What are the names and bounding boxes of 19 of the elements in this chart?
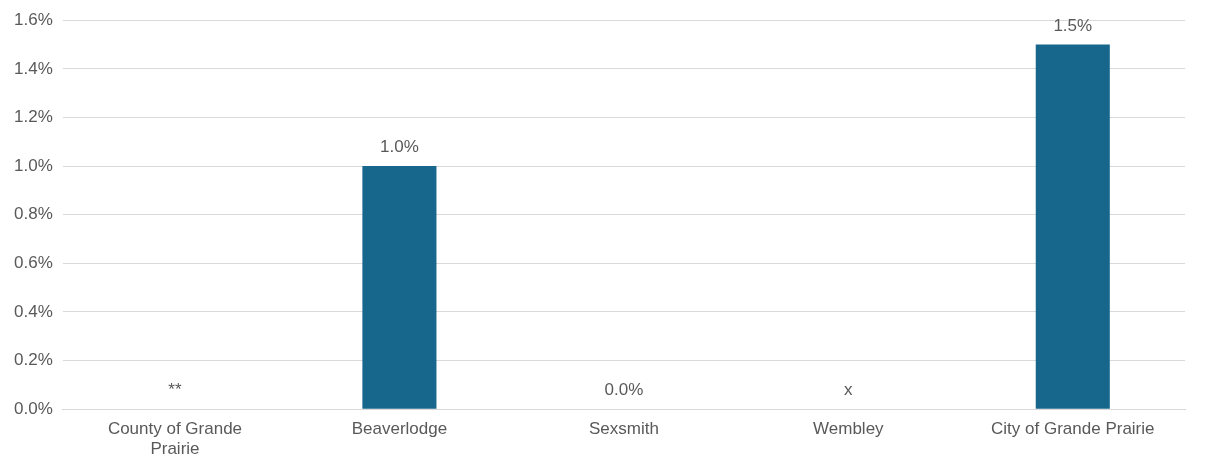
- x-tick-label: County of Grande Prairie: [107, 419, 243, 459]
- data-label: 1.0%: [380, 137, 419, 157]
- y-tick-label: 0.2%: [14, 350, 53, 370]
- text: x: [844, 380, 853, 400]
- y-tick-label: 1.6%: [14, 9, 53, 29]
- x-tick-label: City of Grande Prairie: [991, 419, 1155, 439]
- y-tick-label: 0.4%: [14, 301, 53, 321]
- y-tick-label: 1.4%: [14, 58, 53, 78]
- x-tick-label: Beaverlodge: [351, 419, 448, 439]
- y-tick-label: 1.0%: [14, 155, 53, 175]
- x-tick-label: Sexsmith: [588, 419, 659, 439]
- y-tick-label: 0.0%: [14, 398, 53, 418]
- y-tick-label: 0.6%: [14, 253, 53, 273]
- data-label: 0.0%: [604, 380, 644, 400]
- text: **: [168, 380, 182, 400]
- y-tick-label: 0.8%: [14, 204, 53, 224]
- y-tick-label: 1.2%: [14, 107, 53, 127]
- data-label: 1.5%: [1053, 15, 1093, 35]
- x-tick-label: Wembley: [813, 419, 885, 439]
